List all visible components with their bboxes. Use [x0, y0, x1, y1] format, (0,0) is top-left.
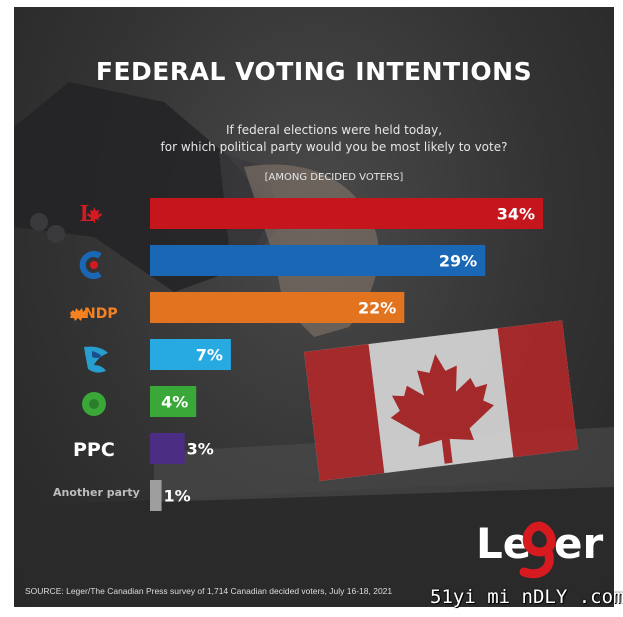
bar-bloc-qu-b-cois: [150, 339, 231, 370]
infographic-panel: FEDERAL VOTING INTENTIONS If federal ele…: [14, 7, 614, 607]
survey-question: If federal elections were held today, fo…: [14, 122, 614, 156]
bar-ndp: [150, 292, 405, 323]
leger-logo: Le er: [476, 519, 603, 579]
ndp-label: NDP: [84, 306, 118, 322]
watermark-text: 51yi mi nDLY .com: [430, 586, 623, 608]
bar-another-party: [150, 480, 162, 511]
value-label-liberal: 34%: [497, 205, 535, 224]
ppc-logo-icon: PPC: [73, 439, 115, 461]
bar-liberal: [150, 198, 543, 229]
ppc-label: PPC: [73, 439, 115, 461]
question-line-1: If federal elections were held today,: [225, 123, 443, 137]
bloc-logo-icon: [84, 346, 108, 373]
source-note: SOURCE: Leger/The Canadian Press survey …: [25, 586, 393, 596]
value-label-bloc-qu-b-cois: 7%: [196, 346, 223, 365]
another-party-label: Another party: [53, 486, 140, 499]
sample-note: [AMONG DECIDED VOTERS]: [264, 172, 404, 183]
conservative-logo-icon: [79, 251, 102, 279]
value-label-ndp: 22%: [358, 299, 396, 318]
ndp-logo-icon: NDP: [70, 306, 118, 322]
green-logo-icon: [82, 392, 106, 416]
value-label-ppc: 3%: [187, 440, 214, 459]
value-label-another-party: 1%: [164, 487, 191, 506]
bars-group: 34% 29% 22% 7% 4% 3% 1%: [150, 198, 543, 511]
bar-chart: L NDP PPC Another party 34% 29% 22% 7% 4% 3% 1…: [53, 198, 543, 511]
page-title: FEDERAL VOTING INTENTIONS: [95, 57, 533, 86]
svg-text:er: er: [554, 519, 603, 568]
bar-ppc: [150, 433, 185, 464]
bar-green: [150, 386, 197, 417]
liberal-logo-icon: L: [80, 201, 102, 227]
svg-text:Le: Le: [476, 519, 531, 568]
value-label-green: 4%: [161, 393, 188, 412]
background-illustration: [14, 82, 614, 607]
question-line-2: for which political party would you be m…: [160, 140, 508, 154]
value-label-conservative: 29%: [439, 252, 477, 271]
bar-conservative: [150, 245, 486, 276]
